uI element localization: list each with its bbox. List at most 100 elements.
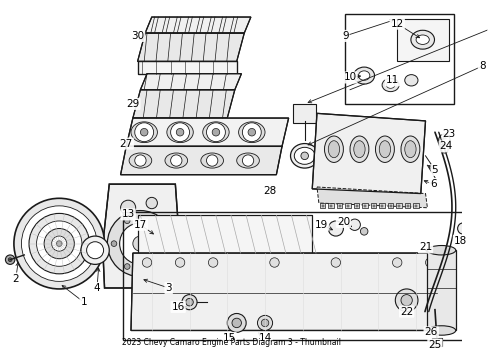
Ellipse shape [131,122,157,143]
Bar [123,212,476,340]
Text: 30: 30 [131,31,144,41]
Circle shape [37,221,81,266]
Circle shape [135,155,146,166]
Bar [329,205,331,207]
Bar [427,250,455,330]
Circle shape [150,264,156,269]
Circle shape [142,258,151,267]
Circle shape [21,206,97,282]
Bar [397,205,399,207]
Ellipse shape [386,82,394,88]
Bar [370,203,376,208]
Bar [327,203,333,208]
Bar [379,203,384,208]
Ellipse shape [410,30,434,49]
Bar [353,203,359,208]
Text: 29: 29 [126,99,139,109]
Ellipse shape [201,153,223,168]
Circle shape [8,258,12,262]
Bar [319,203,325,208]
Polygon shape [316,187,427,208]
Bar [355,205,357,207]
Text: 13: 13 [122,210,135,219]
Circle shape [394,289,417,312]
Circle shape [360,228,367,235]
Circle shape [107,211,173,277]
Polygon shape [312,113,425,194]
Polygon shape [133,90,234,118]
Text: 17: 17 [134,220,147,230]
Circle shape [208,258,217,267]
Circle shape [327,221,343,236]
Circle shape [5,255,15,264]
Polygon shape [121,147,282,175]
Circle shape [124,264,130,269]
Ellipse shape [290,144,318,168]
Polygon shape [145,17,250,33]
Ellipse shape [353,141,365,158]
Circle shape [44,229,74,259]
Ellipse shape [400,136,419,162]
Circle shape [170,155,182,166]
Circle shape [242,155,253,166]
Ellipse shape [353,67,374,84]
Text: 8: 8 [478,61,485,71]
Text: 28: 28 [263,186,276,196]
Bar [406,205,407,207]
Circle shape [29,213,89,274]
Text: 21: 21 [418,242,431,252]
Bar [414,205,416,207]
Circle shape [120,223,161,264]
Circle shape [81,236,109,264]
Text: 22: 22 [399,307,412,316]
Circle shape [261,319,268,327]
Ellipse shape [375,136,393,162]
Circle shape [150,218,156,224]
Circle shape [440,145,447,153]
Circle shape [227,314,245,332]
Text: 27: 27 [120,139,133,149]
Ellipse shape [427,326,455,335]
Bar [364,205,366,207]
Ellipse shape [427,246,455,255]
Circle shape [457,223,468,234]
Bar [321,205,323,207]
Text: 25: 25 [427,339,441,350]
Bar [336,203,342,208]
Text: 2: 2 [13,274,19,284]
Circle shape [14,198,104,289]
Ellipse shape [358,71,369,80]
Ellipse shape [166,122,193,143]
Circle shape [330,258,340,267]
Ellipse shape [164,153,187,168]
Circle shape [163,241,169,247]
Text: 18: 18 [453,236,466,246]
Text: 4: 4 [94,283,100,293]
Circle shape [146,197,157,209]
Circle shape [392,258,401,267]
Bar [380,205,382,207]
Circle shape [56,241,62,247]
Ellipse shape [404,141,415,158]
Ellipse shape [404,75,417,86]
Text: 19: 19 [314,220,327,230]
Circle shape [206,155,217,166]
Circle shape [135,123,153,142]
Polygon shape [137,33,244,62]
Text: 1: 1 [81,297,87,307]
Bar [293,104,315,123]
Circle shape [185,298,193,306]
Circle shape [170,123,189,142]
Polygon shape [102,184,180,288]
Ellipse shape [349,136,368,162]
Ellipse shape [327,141,339,158]
Ellipse shape [381,78,398,92]
Text: 24: 24 [439,141,452,152]
Polygon shape [140,74,241,90]
Ellipse shape [129,153,151,168]
Bar [362,203,367,208]
Text: 3: 3 [165,283,172,293]
Bar [346,205,348,207]
Ellipse shape [379,141,390,158]
Text: 12: 12 [390,19,403,29]
